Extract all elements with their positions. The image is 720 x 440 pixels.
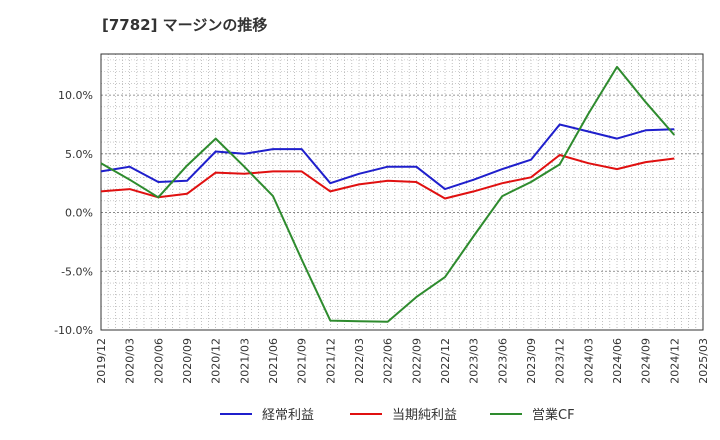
x-tick-label: 2021/09 xyxy=(296,338,309,384)
y-tick-label: 0.0% xyxy=(65,207,93,220)
chart-title: [7782] マージンの推移 xyxy=(102,16,268,34)
legend-label-3: 営業CF xyxy=(532,407,575,423)
legend-label-1: 経常利益 xyxy=(262,408,314,423)
x-tick-label: 2021/03 xyxy=(238,338,251,384)
x-tick-label: 2021/12 xyxy=(324,338,337,384)
x-tick-label: 2023/06 xyxy=(496,338,509,384)
x-tick-label: 2023/12 xyxy=(554,338,567,384)
y-tick-label: 5.0% xyxy=(65,148,93,161)
x-tick-label: 2024/06 xyxy=(611,338,624,384)
x-tick-label: 2021/06 xyxy=(267,338,280,384)
x-tick-label: 2023/09 xyxy=(525,338,538,384)
y-tick-label: -10.0% xyxy=(54,324,93,337)
series-lines xyxy=(100,65,676,323)
x-tick-label: 2025/03 xyxy=(697,338,710,384)
x-tick-label: 2022/03 xyxy=(353,338,366,384)
series-line-3 xyxy=(100,65,676,323)
y-tick-label: -5.0% xyxy=(61,265,93,278)
x-tick-label: 2024/03 xyxy=(582,338,595,384)
x-tick-label: 2020/12 xyxy=(210,338,223,384)
x-axis: 2019/12 2020/03 2020/06 2020/09 2020/12 2021/… xyxy=(95,338,710,384)
y-tick-label: 10.0% xyxy=(58,89,93,102)
y-axis: 10.0% 5.0% 0.0% -5.0% -10.0% xyxy=(54,89,93,337)
x-tick-label: 2022/09 xyxy=(410,338,423,384)
x-tick-label: 2019/12 xyxy=(95,338,108,384)
x-tick-label: 2022/12 xyxy=(439,338,452,384)
x-tick-label: 2022/06 xyxy=(382,338,395,384)
plot-frame xyxy=(100,53,704,331)
x-tick-label: 2020/06 xyxy=(152,338,165,384)
legend: 経常利益 当期純利益 営業CF xyxy=(220,407,575,423)
x-tick-label: 2023/03 xyxy=(468,338,481,384)
grid-lines xyxy=(101,54,703,330)
x-tick-label: 2020/09 xyxy=(181,338,194,384)
x-tick-label: 2024/09 xyxy=(640,338,653,384)
series-line-2 xyxy=(100,154,675,200)
legend-label-2: 当期純利益 xyxy=(392,408,457,423)
x-tick-label: 2024/12 xyxy=(668,338,681,384)
x-tick-label: 2020/03 xyxy=(124,338,137,384)
